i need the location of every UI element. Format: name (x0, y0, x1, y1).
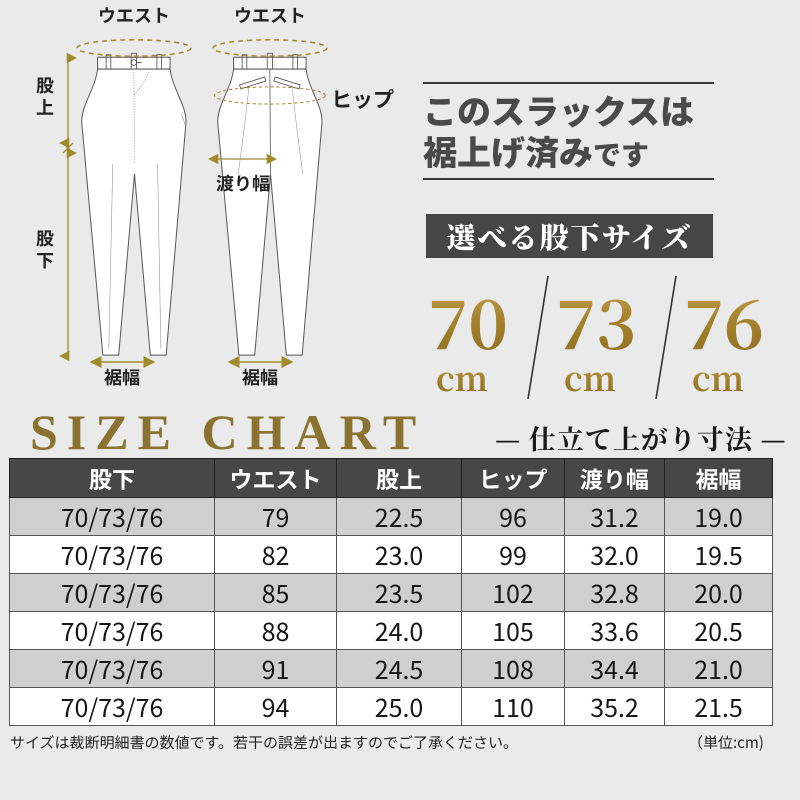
svg-text:下: 下 (36, 247, 54, 273)
svg-text:ヒップ: ヒップ (331, 84, 394, 114)
svg-text:cm: cm (692, 354, 744, 401)
svg-text:cm: cm (436, 354, 488, 401)
svg-text:ウエスト: ウエスト (98, 2, 170, 28)
svg-text:ウエスト: ウエスト (234, 2, 306, 28)
svg-text:渡り幅: 渡り幅 (216, 170, 270, 196)
svg-text:裾幅: 裾幅 (104, 364, 140, 390)
svg-text:裾幅: 裾幅 (242, 364, 278, 390)
svg-text:上: 上 (36, 94, 54, 120)
svg-text:cm: cm (564, 354, 616, 401)
